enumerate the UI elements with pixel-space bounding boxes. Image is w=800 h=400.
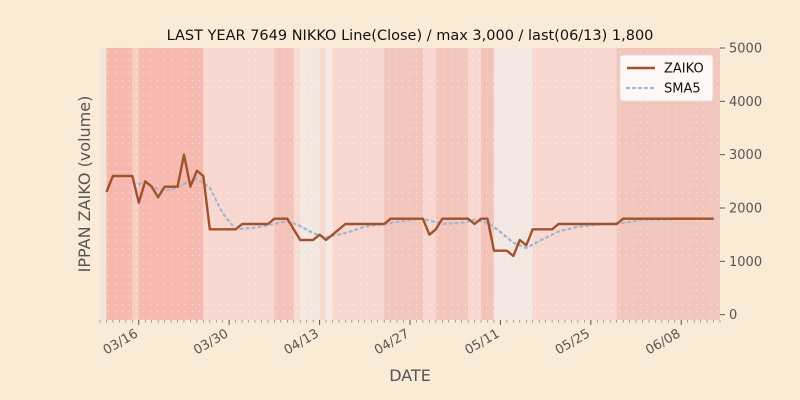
y-tick-label: 5000 — [729, 42, 762, 57]
x-tick-label: 06/08 — [643, 326, 683, 358]
x-axis-label: DATE — [389, 366, 431, 385]
x-tick-label: 05/25 — [553, 326, 593, 358]
y-tick-label: 3000 — [729, 148, 762, 163]
series-lines — [105, 153, 715, 258]
y-tick-label: 2000 — [729, 202, 762, 217]
x-tick-label: 05/11 — [462, 326, 502, 358]
y-tick-label: 1000 — [729, 255, 762, 270]
legend-label: SMA5 — [664, 82, 701, 97]
chart-title: LAST YEAR 7649 NIKKO Line(Close) / max 3… — [167, 28, 654, 44]
y-tick-label: 4000 — [729, 95, 762, 110]
legend: ZAIKO SMA5 — [619, 54, 714, 102]
plot-area: 0 1000 2000 3000 4000 5000 03/16 03/30 04/13 04/… — [99, 42, 762, 358]
y-axis-ticks: 0 1000 2000 3000 4000 5000 — [720, 42, 762, 323]
legend-label: ZAIKO — [664, 62, 704, 77]
legend-box — [619, 54, 714, 102]
x-tick-label: 04/27 — [372, 326, 412, 358]
series-line-sma5 — [137, 177, 715, 250]
x-tick-label: 04/13 — [282, 326, 322, 358]
y-axis-label: IPPAN ZAIKO (volume) — [75, 96, 94, 273]
x-tick-label: 03/30 — [191, 326, 231, 358]
series-line-zaiko — [105, 153, 714, 258]
y-tick-label: 0 — [729, 308, 737, 323]
x-tick-label: 03/16 — [101, 326, 141, 358]
x-axis-ticks: 03/16 03/30 04/13 04/27 05/11 05/25 06/08 — [99, 320, 721, 358]
